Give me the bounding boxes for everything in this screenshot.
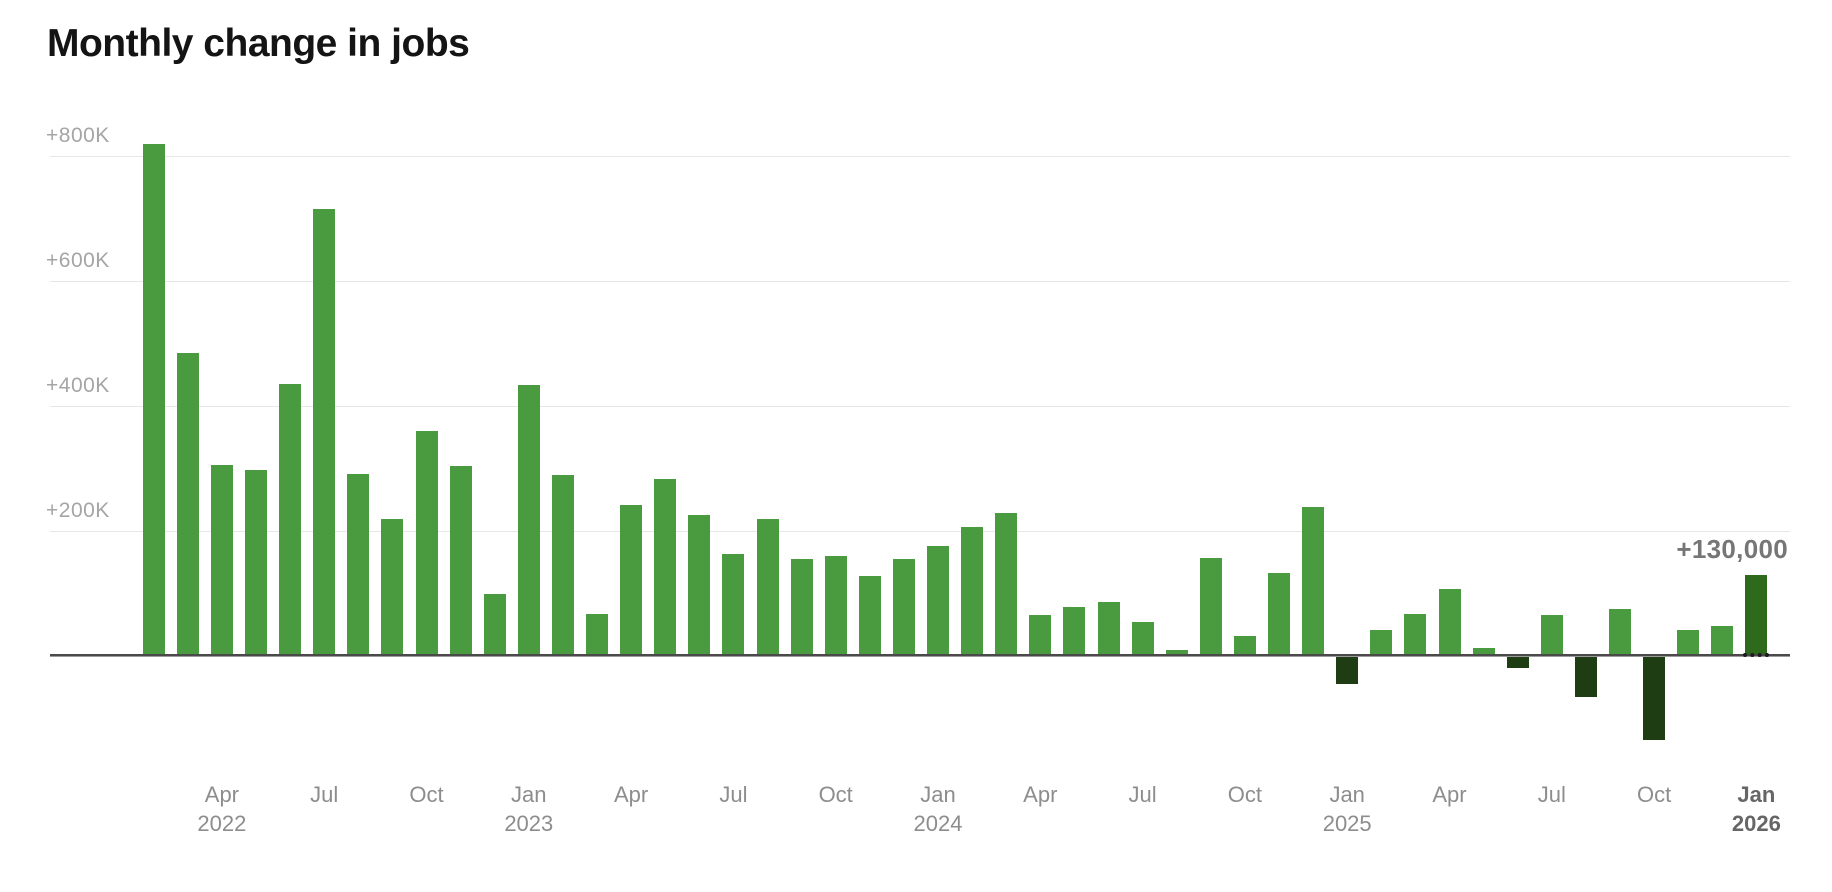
bar [1438,588,1461,656]
x-tick-label: Oct [362,780,492,809]
bar [1268,572,1290,656]
bar [483,593,506,656]
bar [449,466,472,656]
page-title: Monthly change in jobs [47,22,470,65]
bar [551,474,574,657]
x-tick-label: Jul [1078,780,1208,809]
x-tick-month: Jul [1537,782,1566,807]
x-tick-label: Oct [1180,780,1310,809]
y-tick-label: +400K [46,374,110,397]
x-tick-month: Apr [1023,782,1058,807]
zero-axis [50,654,1790,657]
bar [1029,614,1052,657]
x-tick-month: Jul [719,782,748,807]
gridline [50,281,1790,282]
x-tick-year: 2025 [1322,811,1372,836]
bar [654,479,677,656]
bar [210,465,233,656]
bar [279,384,302,656]
bar [927,546,949,656]
bar [756,519,779,656]
bar-negative [1643,656,1666,741]
x-tick-month: Apr [1432,782,1467,807]
bar [1302,506,1325,656]
bar [1404,613,1427,656]
x-tick-month: Jul [1128,782,1157,807]
x-tick-month: Jan [920,782,956,807]
dotted-baseline-marker [1743,653,1770,657]
x-tick-year: 2024 [913,811,963,836]
bar [245,469,267,657]
bar [858,576,881,656]
x-tick-label: Jul [259,780,389,809]
x-tick-label: Apr [975,780,1105,809]
x-tick-label: Apr [566,780,696,809]
bar [688,514,711,657]
bar [790,559,813,656]
x-tick-year: 2022 [197,811,247,836]
gridline [50,531,1790,532]
x-tick-label: Oct [771,780,901,809]
bar [1540,615,1563,656]
x-tick-label: Oct [1589,780,1719,809]
bar [892,559,915,656]
bar [415,431,438,656]
x-tick-year: 2026 [1731,811,1781,836]
y-tick-label: +800K [46,124,110,147]
bar [1472,647,1495,656]
x-tick-month: Jan [1737,782,1776,807]
x-tick-month: Jul [310,782,339,807]
x-tick-label: Jul [1487,780,1617,809]
bar [517,384,540,657]
bar [176,352,199,656]
x-tick-label: Jan 2026 [1691,780,1821,838]
x-tick-label: Jan 2024 [873,780,1003,838]
x-tick-month: Oct [1227,782,1262,807]
bar [824,556,847,656]
bar [142,143,165,656]
x-tick-label: Apr [1385,780,1515,809]
x-tick-month: Oct [818,782,853,807]
bar [995,512,1018,656]
bar [1711,626,1734,656]
bar [586,613,608,656]
bar [1165,649,1188,657]
bar [961,527,984,657]
x-tick-label: Jul [668,780,798,809]
gridline [50,156,1790,157]
bar-negative [1574,656,1597,697]
bar [1370,629,1393,657]
x-tick-month: Apr [613,782,649,807]
bar-negative [1506,656,1529,668]
x-tick-label: Apr 2022 [157,780,287,838]
bar [347,473,370,656]
y-tick-label: +600K [46,249,110,272]
bar [1199,557,1222,656]
bar [1097,601,1120,656]
y-tick-label: +200K [46,499,110,522]
bar [313,209,336,656]
bar-negative [1336,656,1359,685]
x-tick-month: Apr [204,782,240,807]
bar [1677,630,1700,656]
bar [722,553,745,656]
bar [1233,636,1256,656]
bar-highlighted [1745,574,1768,657]
gridline [50,406,1790,407]
x-tick-month: Oct [409,782,444,807]
bar [381,518,404,656]
x-tick-month: Jan [1329,782,1365,807]
x-tick-year: 2023 [504,811,554,836]
x-tick-label: Jan 2025 [1282,780,1412,838]
x-tick-label: Jan 2023 [464,780,594,838]
bar [620,504,643,657]
bar [1063,607,1086,657]
x-tick-month: Oct [1636,782,1672,807]
bar [1609,608,1631,656]
value-annotation: +130,000 [1676,534,1788,564]
bar [1131,622,1154,657]
x-tick-month: Jan [511,782,547,807]
